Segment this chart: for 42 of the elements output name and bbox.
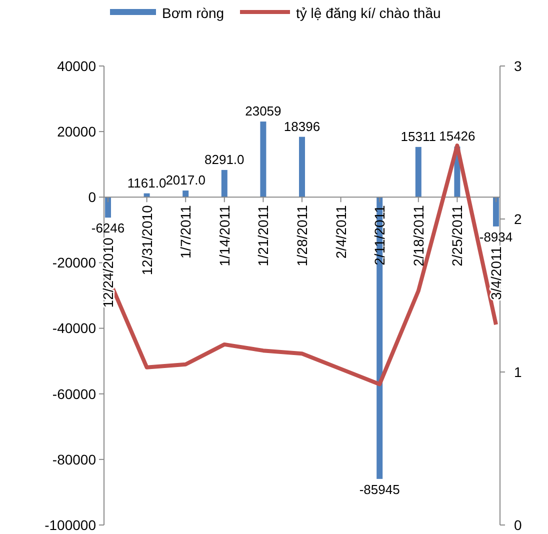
data-label: -8934: [479, 229, 513, 244]
y-tick-label: -100000: [44, 516, 96, 533]
data-label: 18396: [284, 118, 320, 134]
y2-tick-label: 2: [514, 210, 522, 227]
x-tick-label: 3/4/2011: [488, 246, 504, 300]
data-label: -6246: [91, 220, 125, 236]
data-label: 15426: [439, 128, 476, 144]
bar: [415, 146, 422, 198]
y-tick-label: 20000: [57, 123, 96, 140]
x-tick-label: 1/28/2011: [294, 204, 310, 266]
bar: [493, 197, 499, 226]
y-tick-label: -20000: [52, 254, 96, 271]
bar: [221, 170, 228, 198]
y-tick-label: 40000: [57, 58, 96, 74]
x-tick-label: 2/18/2011: [410, 204, 426, 266]
y-tick-label: 0: [88, 189, 96, 206]
y2-tick-label: 1: [514, 364, 522, 380]
x-tick-label: 2/11/2011: [372, 204, 388, 266]
x-tick-label: 12/31/2010: [138, 204, 155, 276]
legend-label: tỷ lệ đăng kí/ chào thầu: [296, 5, 441, 21]
legend-label: Bơm ròng: [162, 5, 224, 21]
x-tick-label: 1/7/2011: [178, 204, 194, 259]
y2-tick-label: 3: [514, 58, 522, 74]
x-tick-label: 2/4/2011: [332, 204, 349, 259]
data-label: 2017.0: [166, 172, 206, 188]
bar: [105, 197, 111, 218]
x-tick-label: 1/21/2011: [255, 204, 272, 266]
data-label: 8291.0: [204, 152, 244, 167]
bar: [260, 122, 266, 198]
data-label: 23059: [245, 104, 282, 119]
data-label: -85945: [359, 482, 400, 497]
y-tick-label: -80000: [52, 451, 96, 468]
y-tick-label: -60000: [52, 386, 96, 402]
data-label: 1161.0: [127, 175, 166, 190]
y2-tick-label: 0: [514, 516, 522, 533]
x-tick-label: 12/24/2010: [100, 237, 116, 308]
x-tick-label: 1/14/2011: [216, 204, 232, 266]
x-tick-label: 2/25/2011: [449, 204, 466, 266]
bar: [182, 190, 189, 198]
y-tick-label: -40000: [52, 320, 96, 336]
bar: [299, 136, 305, 198]
data-label: 15311: [400, 128, 436, 144]
